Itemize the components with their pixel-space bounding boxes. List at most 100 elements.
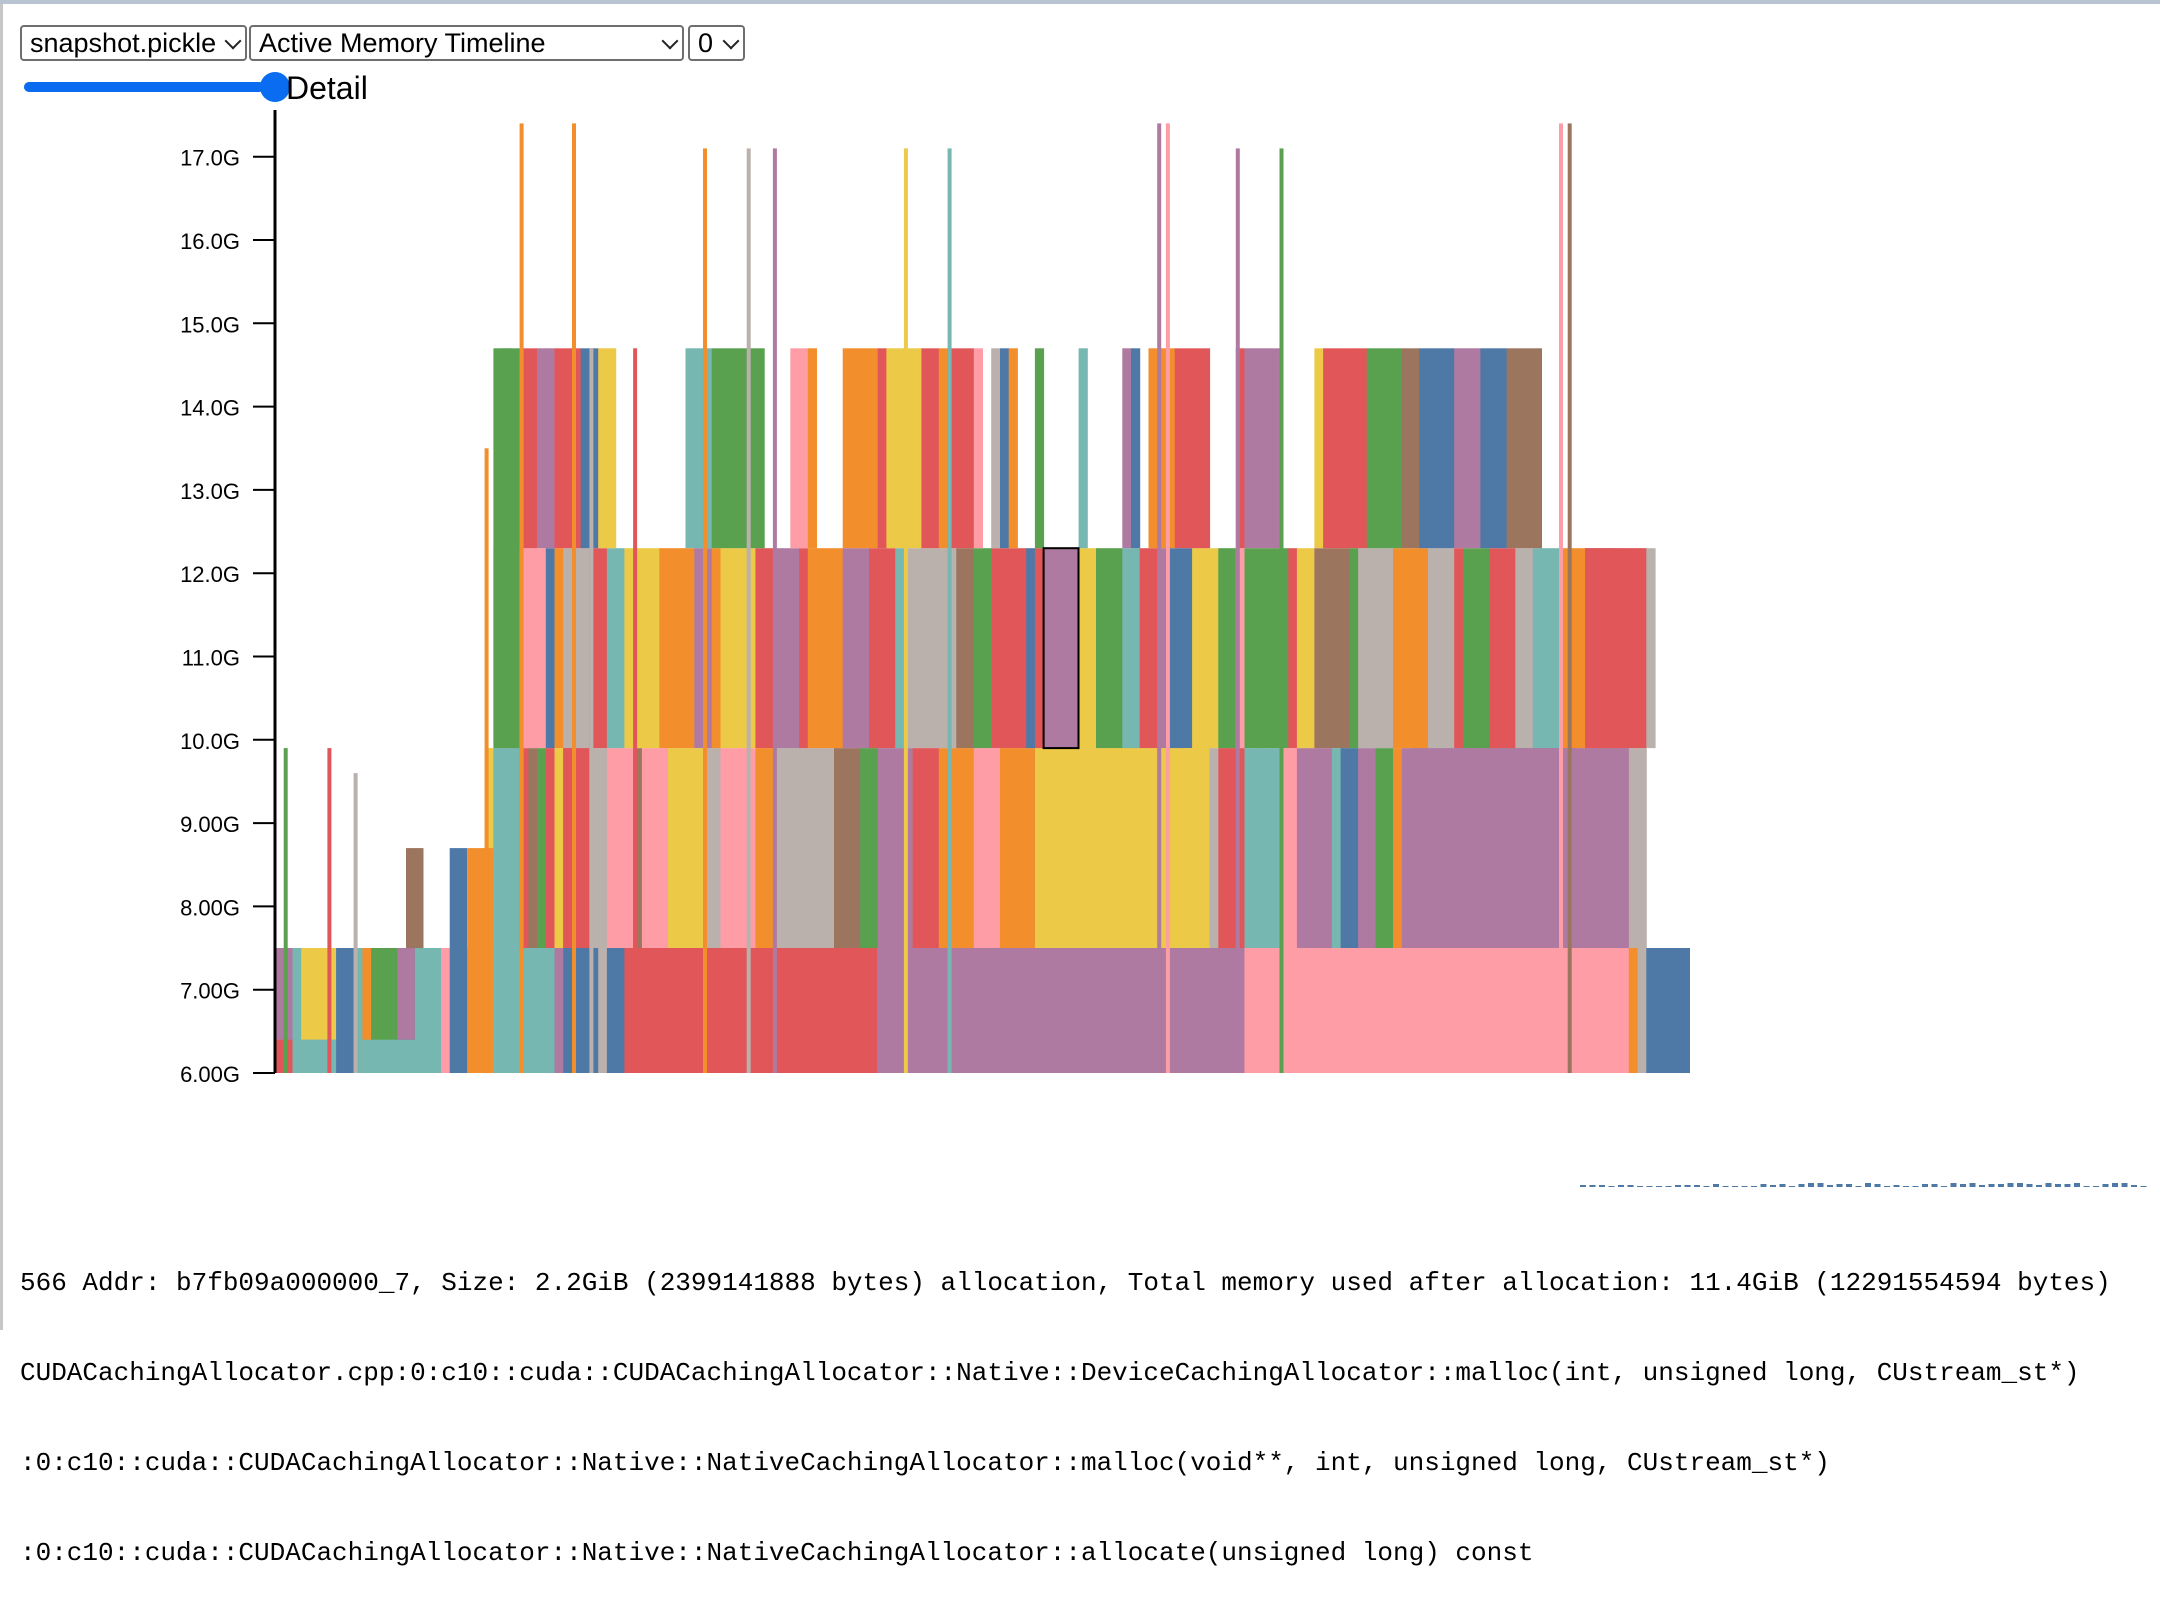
timeline-segment [1174,348,1211,549]
minimap-bar [2131,1185,2137,1187]
snapshot-select[interactable]: snapshot.pickle [20,25,247,61]
timeline-segment [711,348,748,549]
timeline-segment [1000,748,1036,948]
minimap-bar [1922,1184,1928,1187]
selected-allocation-outline [1042,547,1080,750]
device-select[interactable]: 0 [688,25,745,61]
timeline-segment [921,348,940,549]
timeline-segment [554,348,582,549]
timeline-segment [1296,548,1315,749]
minimap-bar [1874,1184,1881,1187]
timeline-segment [554,748,564,948]
minimap-bar [2007,1183,2014,1187]
timeline-segment [589,548,608,749]
allocation-spike [572,123,576,1073]
timeline-segment [956,548,975,749]
minimap-bar [1760,1184,1767,1187]
timeline-segment [1000,348,1010,549]
timeline-segment [912,748,940,948]
timeline-segment [755,548,774,749]
memory-timeline-chart[interactable]: 6.00G 7.00G 8.00G 9.00G 10.0G 11.0G 12.0G 13.0G… [0,0,2160,1200]
minimap-bar [1846,1184,1852,1187]
detail-slider[interactable] [22,72,290,102]
minimap-bar [2055,1184,2061,1187]
minimap-bar [2064,1184,2071,1187]
minimap-bar [1589,1185,1596,1187]
timeline-segment [1340,748,1359,948]
minimap-bar [1618,1185,1624,1187]
timeline-segment [703,748,721,948]
timeline-segment [1314,548,1350,749]
timeline-segment [1218,548,1237,749]
timeline-segment [807,748,835,948]
allocation-spike [903,148,908,1073]
timeline-segment [938,348,948,549]
timeline-segment [1428,548,1455,749]
timeline-segment [973,748,1001,948]
timeline-segment [519,348,538,549]
minimap-bar [1627,1185,1634,1187]
slider-thumb[interactable] [260,72,290,102]
y-tick-label: 13.0G [180,479,240,504]
timeline-segment [1008,348,1018,549]
timeline-segment [1559,548,1586,749]
allocation-spike [1165,123,1170,1073]
timeline-segment [659,548,695,749]
allocation-block [641,948,878,1073]
timeline-segment [685,348,713,549]
timeline-segment [842,548,870,749]
timeline-segment [799,548,809,749]
timeline-segment [1489,548,1516,749]
minimap-bar [1713,1184,1719,1187]
minimap-bar [1884,1186,1890,1187]
timeline-segment [1078,348,1088,549]
timeline-segment [1358,748,1377,948]
minimap-bar [1960,1184,1966,1187]
timeline-segment [1454,548,1464,749]
timeline-segment [641,748,669,948]
minimap-bar [1979,1185,1985,1187]
minimap-bar [1741,1186,1748,1187]
minimap-bar [2140,1186,2147,1187]
minimap-bar [1903,1186,1909,1187]
minimap-bar [2036,1185,2042,1187]
minimap-bar [2121,1183,2128,1187]
allocation-spike [1279,148,1284,1073]
allocation-block [563,948,590,1073]
minimap-bar [1789,1186,1795,1187]
timeline-segment [1034,548,1045,749]
minimap-bar [1855,1186,1862,1187]
allocation-spike [1235,148,1240,1073]
timeline-segment [1244,548,1263,749]
slider-fill [24,82,264,92]
minimap-bar [2074,1183,2080,1187]
allocation-spike [746,148,751,1073]
minimap-bar [1684,1185,1691,1187]
minimap-bar [1703,1186,1710,1187]
minimap-bar [1580,1185,1586,1187]
allocation-block [563,748,590,948]
timeline-segment [1244,348,1280,549]
allocation-block [397,948,415,1040]
minimap-bar [1865,1183,1871,1187]
timeline-segment [1218,748,1245,948]
y-tick-label: 9.00G [180,812,240,837]
allocation-spike [327,748,332,1073]
timeline-segment [1165,548,1193,749]
view-select[interactable]: Active Memory Timeline [249,25,684,61]
minimap-bar [1646,1186,1653,1187]
minimap-bar [1827,1185,1833,1187]
timeline-segment [598,948,608,1073]
allocation-spike [1559,123,1563,1073]
y-tick-label: 10.0G [180,729,240,754]
timeline-segment [947,348,975,549]
timeline-segment [1122,548,1141,749]
minimap-bar [2026,1184,2033,1187]
minimap-bar [1675,1185,1681,1187]
timeline-segment [1393,548,1429,749]
y-tick-label: 7.00G [180,979,240,1004]
window-left-border [0,4,3,1330]
minimap-bar [1665,1186,1672,1187]
y-tick-label: 14.0G [180,396,240,421]
timeline-segment [895,548,905,749]
